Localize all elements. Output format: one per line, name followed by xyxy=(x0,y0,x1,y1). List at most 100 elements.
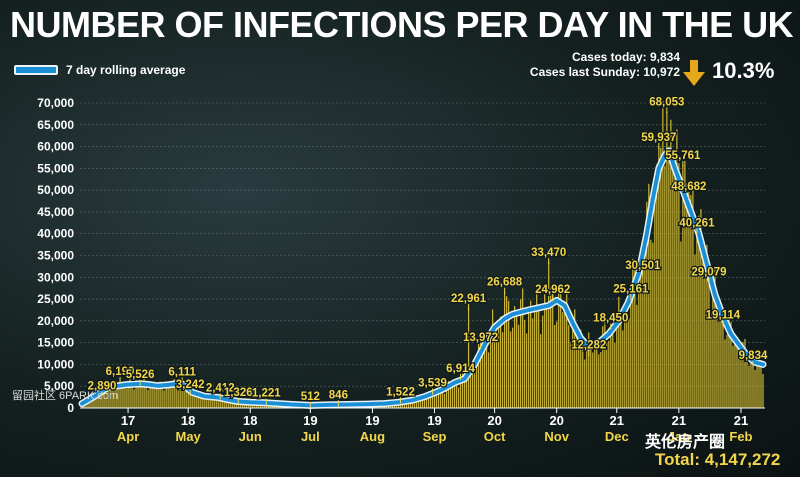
bar xyxy=(185,388,187,408)
bar xyxy=(544,291,546,408)
bar xyxy=(682,165,684,408)
bar xyxy=(744,339,746,408)
data-label: 6,111 xyxy=(168,366,196,378)
bar xyxy=(548,262,550,408)
y-tick-label: 60,000 xyxy=(37,140,74,154)
bar xyxy=(435,392,438,408)
bar xyxy=(658,146,660,408)
x-tick-month: May xyxy=(176,429,202,444)
bar xyxy=(680,241,682,408)
bar xyxy=(698,215,700,408)
bar xyxy=(528,307,530,408)
bar xyxy=(491,309,494,408)
bar xyxy=(229,401,231,408)
x-tick-month: Aug xyxy=(360,429,385,444)
bar xyxy=(692,190,694,408)
bar xyxy=(477,343,480,408)
change-percentage: 10.3% xyxy=(712,58,775,83)
bar xyxy=(558,287,560,408)
bar xyxy=(139,383,141,408)
data-label: 26,688 xyxy=(487,277,523,289)
bar xyxy=(726,334,728,408)
x-tick-day: 21 xyxy=(672,413,686,428)
bar xyxy=(584,359,586,408)
x-tick-day: 21 xyxy=(734,413,748,428)
bar xyxy=(113,382,115,408)
x-tick-month: Sep xyxy=(423,429,447,444)
bar xyxy=(417,397,420,408)
bar xyxy=(634,270,636,408)
x-tick-day: 18 xyxy=(181,413,195,428)
bar xyxy=(197,392,199,408)
bar xyxy=(221,400,223,408)
x-tick-month: Oct xyxy=(484,429,506,444)
bar xyxy=(600,352,602,408)
bar xyxy=(485,342,488,408)
y-tick-label: 20,000 xyxy=(37,314,74,328)
bar xyxy=(109,389,111,408)
bar xyxy=(574,309,576,408)
bar xyxy=(195,390,197,408)
bar xyxy=(431,392,434,408)
bar xyxy=(748,365,750,408)
bar xyxy=(127,382,129,408)
bar xyxy=(451,385,454,408)
bar xyxy=(439,387,442,408)
bar xyxy=(550,287,552,408)
bar xyxy=(147,389,149,408)
bar xyxy=(568,325,570,408)
rolling-average-line xyxy=(80,148,765,408)
bar xyxy=(560,290,562,408)
bar xyxy=(125,388,127,408)
bar xyxy=(119,381,121,408)
bar xyxy=(562,312,564,408)
bar xyxy=(475,354,478,408)
data-label: 24,962 xyxy=(535,284,570,296)
bar xyxy=(199,396,201,408)
bar xyxy=(666,111,668,408)
watermark-wechat: 英伦房产圈 xyxy=(645,434,726,451)
bar xyxy=(580,329,582,408)
bar xyxy=(183,385,185,408)
bar xyxy=(433,390,436,408)
bar xyxy=(159,381,161,408)
bar xyxy=(207,399,209,408)
bar xyxy=(497,325,500,408)
bar xyxy=(636,304,638,408)
bar xyxy=(219,397,221,408)
bar xyxy=(640,249,642,408)
bar xyxy=(512,327,514,408)
bar xyxy=(632,258,634,408)
bar xyxy=(542,315,544,408)
bar xyxy=(483,340,486,408)
y-tick-label: 65,000 xyxy=(37,118,74,132)
data-label: 6,914 xyxy=(446,363,475,375)
bar xyxy=(105,388,107,408)
bar xyxy=(746,358,748,408)
y-tick-label: 25,000 xyxy=(37,292,74,306)
bar xyxy=(516,315,518,408)
bar xyxy=(624,307,626,408)
bar xyxy=(756,361,758,408)
bar xyxy=(536,284,538,408)
bar xyxy=(662,100,664,408)
bar xyxy=(518,324,520,408)
y-tick-label: 35,000 xyxy=(37,249,74,263)
data-label: 5,526 xyxy=(126,369,155,381)
case-stats: Cases today: 9,834 Cases last Sunday: 10… xyxy=(530,50,680,80)
data-label: 1,221 xyxy=(252,388,281,400)
bar xyxy=(676,129,678,408)
bar xyxy=(211,394,213,408)
bar xyxy=(618,296,620,408)
bar xyxy=(674,177,676,408)
x-tick-day: 20 xyxy=(549,413,563,428)
bar xyxy=(99,388,101,408)
y-tick-label: 45,000 xyxy=(37,205,74,219)
y-tick-label: 70,000 xyxy=(37,96,74,110)
data-label: 59,937 xyxy=(641,132,676,144)
bar xyxy=(117,388,119,408)
bar xyxy=(101,389,103,408)
bar xyxy=(740,358,742,408)
bar xyxy=(449,384,452,408)
bar xyxy=(187,386,189,408)
